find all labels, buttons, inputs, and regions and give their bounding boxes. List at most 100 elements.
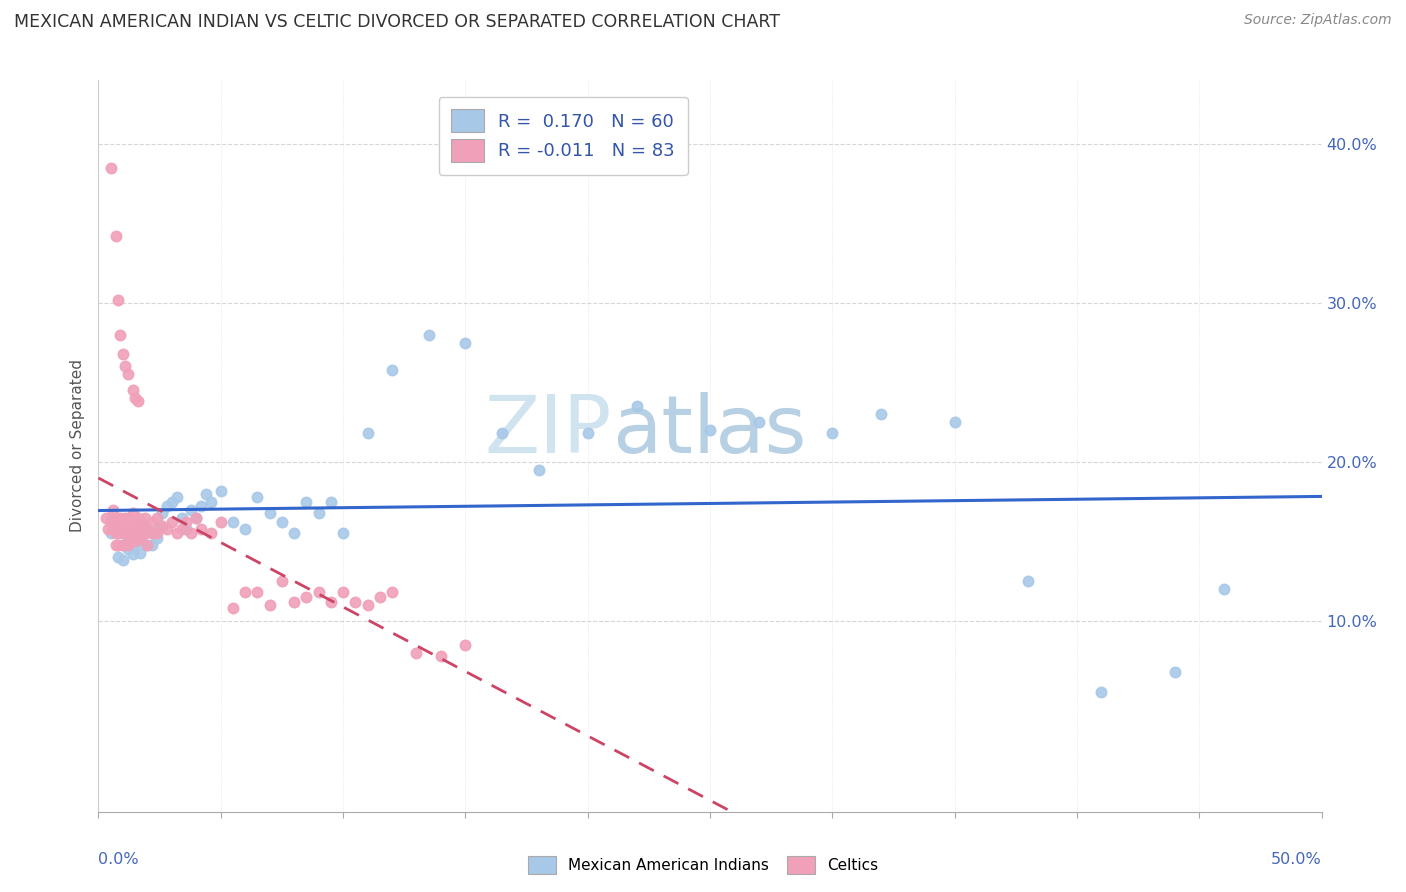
- Point: [114, 510, 136, 524]
- Point: [131, 516, 153, 530]
- Point: [356, 598, 378, 612]
- Point: [246, 585, 269, 599]
- Point: [107, 526, 129, 541]
- Point: [166, 490, 188, 504]
- Point: [246, 490, 269, 504]
- Point: [110, 522, 132, 536]
- Point: [1212, 582, 1234, 596]
- Point: [111, 538, 134, 552]
- Point: [107, 522, 129, 536]
- Point: [127, 526, 149, 541]
- Point: [104, 229, 127, 244]
- Point: [186, 510, 208, 524]
- Point: [141, 516, 163, 530]
- Point: [141, 526, 163, 541]
- Text: atlas: atlas: [612, 392, 807, 470]
- Point: [222, 601, 245, 615]
- Point: [111, 347, 134, 361]
- Point: [111, 538, 134, 552]
- Point: [332, 526, 354, 541]
- Point: [114, 359, 136, 374]
- Point: [134, 510, 156, 524]
- Point: [699, 423, 721, 437]
- Point: [186, 510, 208, 524]
- Point: [146, 531, 169, 545]
- Point: [104, 526, 127, 541]
- Point: [295, 494, 318, 508]
- Point: [117, 516, 139, 530]
- Point: [100, 526, 122, 541]
- Point: [430, 648, 453, 663]
- Point: [176, 516, 198, 530]
- Point: [107, 538, 129, 552]
- Point: [124, 538, 146, 552]
- Point: [454, 335, 477, 350]
- Point: [156, 522, 179, 536]
- Point: [170, 510, 193, 524]
- Point: [259, 598, 281, 612]
- Point: [127, 526, 149, 541]
- Point: [283, 526, 305, 541]
- Point: [270, 574, 294, 589]
- Point: [110, 510, 132, 524]
- Point: [381, 362, 404, 376]
- Point: [136, 538, 159, 552]
- Point: [491, 426, 513, 441]
- Point: [176, 522, 198, 536]
- Point: [870, 407, 893, 421]
- Point: [101, 502, 124, 516]
- Text: 0.0%: 0.0%: [98, 852, 139, 867]
- Point: [418, 327, 440, 342]
- Point: [120, 510, 142, 524]
- Y-axis label: Divorced or Separated: Divorced or Separated: [69, 359, 84, 533]
- Point: [209, 483, 232, 498]
- Point: [136, 522, 159, 536]
- Text: MEXICAN AMERICAN INDIAN VS CELTIC DIVORCED OR SEPARATED CORRELATION CHART: MEXICAN AMERICAN INDIAN VS CELTIC DIVORC…: [14, 13, 780, 31]
- Point: [626, 399, 648, 413]
- Point: [117, 534, 139, 549]
- Point: [222, 516, 245, 530]
- Text: 50.0%: 50.0%: [1271, 852, 1322, 867]
- Point: [111, 553, 134, 567]
- Point: [114, 522, 136, 536]
- Point: [107, 550, 129, 565]
- Legend: Mexican American Indians, Celtics: Mexican American Indians, Celtics: [522, 850, 884, 880]
- Point: [344, 595, 367, 609]
- Point: [180, 502, 202, 516]
- Point: [120, 522, 142, 536]
- Point: [319, 494, 342, 508]
- Point: [233, 585, 256, 599]
- Point: [356, 426, 378, 441]
- Legend: R =  0.170   N = 60, R = -0.011   N = 83: R = 0.170 N = 60, R = -0.011 N = 83: [439, 96, 688, 175]
- Point: [104, 510, 127, 524]
- Point: [209, 516, 232, 530]
- Point: [454, 638, 477, 652]
- Point: [94, 510, 117, 524]
- Point: [156, 500, 179, 514]
- Point: [121, 384, 143, 398]
- Point: [127, 394, 149, 409]
- Point: [283, 595, 305, 609]
- Point: [748, 415, 770, 429]
- Point: [124, 522, 146, 536]
- Point: [131, 518, 153, 533]
- Point: [527, 463, 550, 477]
- Point: [100, 516, 122, 530]
- Point: [943, 415, 966, 429]
- Point: [104, 538, 127, 552]
- Point: [97, 522, 120, 536]
- Point: [141, 526, 163, 541]
- Point: [405, 646, 427, 660]
- Point: [124, 392, 146, 406]
- Point: [120, 534, 142, 549]
- Point: [134, 526, 156, 541]
- Point: [129, 518, 152, 533]
- Point: [131, 522, 153, 536]
- Point: [1090, 685, 1112, 699]
- Point: [319, 595, 342, 609]
- Point: [101, 522, 124, 536]
- Point: [233, 522, 256, 536]
- Point: [308, 506, 330, 520]
- Point: [259, 506, 281, 520]
- Point: [110, 327, 132, 342]
